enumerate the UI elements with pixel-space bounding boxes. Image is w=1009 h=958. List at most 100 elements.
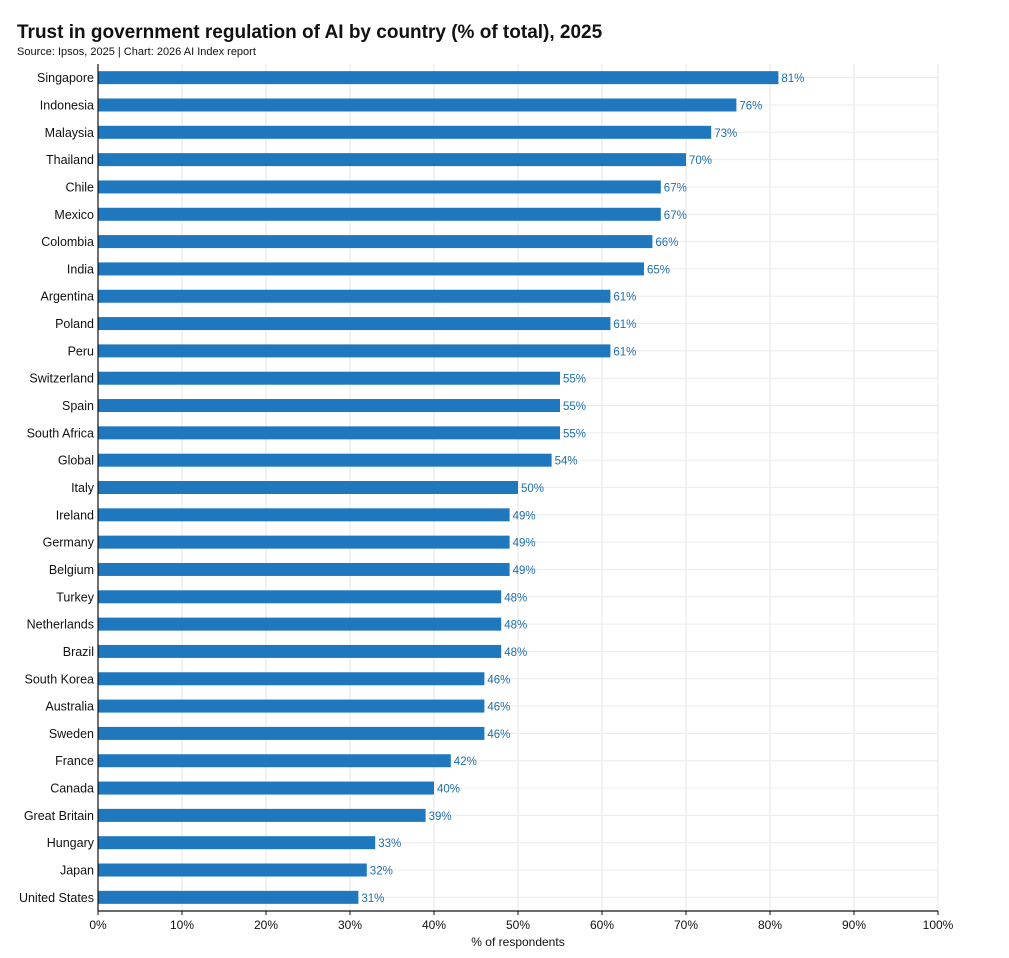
data-label: 42% — [454, 756, 477, 768]
bar — [98, 508, 510, 522]
data-label: 70% — [689, 155, 712, 167]
x-tick-label: 40% — [422, 918, 446, 932]
bar — [98, 453, 552, 467]
bar — [98, 836, 376, 850]
bar — [98, 890, 359, 904]
data-label: 40% — [437, 784, 460, 796]
bar — [98, 317, 611, 331]
category-label: Great Britain — [24, 809, 94, 823]
data-label: 49% — [513, 538, 536, 550]
x-tick-label: 50% — [506, 918, 530, 932]
category-label: Poland — [55, 317, 94, 331]
category-label: Peru — [68, 344, 94, 358]
bar — [98, 344, 611, 358]
bar — [98, 125, 712, 139]
category-label: South Africa — [27, 426, 94, 440]
bar — [98, 590, 502, 604]
data-label: 48% — [504, 647, 527, 659]
x-tick-label: 70% — [674, 918, 698, 932]
bar — [98, 808, 426, 822]
category-label: Indonesia — [40, 98, 94, 112]
axes — [97, 64, 939, 915]
chart-source: Source: Ipsos, 2025 | Chart: 2026 AI Ind… — [17, 46, 256, 58]
data-label: 48% — [504, 620, 527, 632]
x-tick-label: 0% — [89, 918, 107, 932]
bar — [98, 153, 686, 167]
x-tick-label: 90% — [842, 918, 866, 932]
category-label: Germany — [43, 536, 95, 550]
category-label: Mexico — [54, 208, 94, 222]
category-label: Sweden — [49, 727, 94, 741]
category-label: Spain — [62, 399, 94, 413]
data-label: 46% — [487, 702, 510, 714]
data-label: 39% — [429, 811, 452, 823]
category-label: United States — [19, 891, 94, 905]
category-label: Turkey — [56, 590, 94, 604]
bar — [98, 371, 560, 385]
bar — [98, 754, 451, 768]
bar — [98, 71, 779, 85]
category-label: Singapore — [37, 71, 94, 85]
data-label: 46% — [487, 729, 510, 741]
data-label: 61% — [613, 319, 636, 331]
bar — [98, 426, 560, 440]
data-label: 76% — [739, 100, 762, 112]
category-label: Malaysia — [45, 126, 94, 140]
category-label: Italy — [71, 481, 95, 495]
bar — [98, 235, 653, 249]
category-label: Switzerland — [29, 372, 94, 386]
category-label: Chile — [66, 180, 95, 194]
x-tick-label: 30% — [338, 918, 362, 932]
data-label: 61% — [613, 292, 636, 304]
data-labels: 81% 76% 73% 70% 67% 67% 66% 65% 61% 61% 61% 55% 55% 5… — [361, 73, 804, 905]
data-label: 31% — [361, 893, 384, 905]
data-label: 55% — [563, 374, 586, 386]
bars — [98, 71, 779, 904]
category-label: South Korea — [25, 672, 95, 686]
category-label: Colombia — [41, 235, 94, 249]
bar — [98, 399, 560, 413]
x-tick-label: 20% — [254, 918, 278, 932]
x-tick-label: 80% — [758, 918, 782, 932]
category-label: Hungary — [47, 836, 95, 850]
category-label: India — [67, 262, 94, 276]
data-label: 32% — [370, 866, 393, 878]
bar — [98, 644, 502, 658]
chart-title: Trust in government regulation of AI by … — [17, 22, 603, 43]
category-label: France — [55, 754, 94, 768]
data-label: 49% — [513, 565, 536, 577]
data-label: 66% — [655, 237, 678, 249]
bar — [98, 617, 502, 631]
category-label: Thailand — [46, 153, 94, 167]
bar — [98, 98, 737, 112]
x-tick-label: 10% — [170, 918, 194, 932]
data-label: 61% — [613, 346, 636, 358]
data-label: 55% — [563, 401, 586, 413]
data-label: 67% — [664, 182, 687, 194]
bar — [98, 699, 485, 713]
category-label: Netherlands — [27, 618, 94, 632]
data-label: 55% — [563, 428, 586, 440]
bar — [98, 672, 485, 686]
data-label: 73% — [714, 128, 737, 140]
category-labels: Singapore Indonesia Malaysia Thailand Chile M… — [19, 71, 95, 905]
x-tick-label: 100% — [923, 918, 954, 932]
category-label: Global — [58, 454, 94, 468]
bar — [98, 180, 661, 194]
category-label: Ireland — [56, 508, 94, 522]
x-tick-label: 60% — [590, 918, 614, 932]
category-label: Brazil — [63, 645, 94, 659]
bar — [98, 863, 367, 877]
data-label: 65% — [647, 264, 670, 276]
data-label: 54% — [555, 456, 578, 468]
data-label: 81% — [781, 73, 804, 85]
category-label: Belgium — [49, 563, 94, 577]
data-label: 49% — [513, 510, 536, 522]
bar — [98, 562, 510, 576]
x-tick-labels: 0% 10% 20% 30% 40% 50% 60% 70% 80% 90% 100% — [89, 918, 953, 932]
data-label: 48% — [504, 592, 527, 604]
category-label: Japan — [60, 864, 94, 878]
bar — [98, 781, 434, 795]
bar — [98, 289, 611, 303]
